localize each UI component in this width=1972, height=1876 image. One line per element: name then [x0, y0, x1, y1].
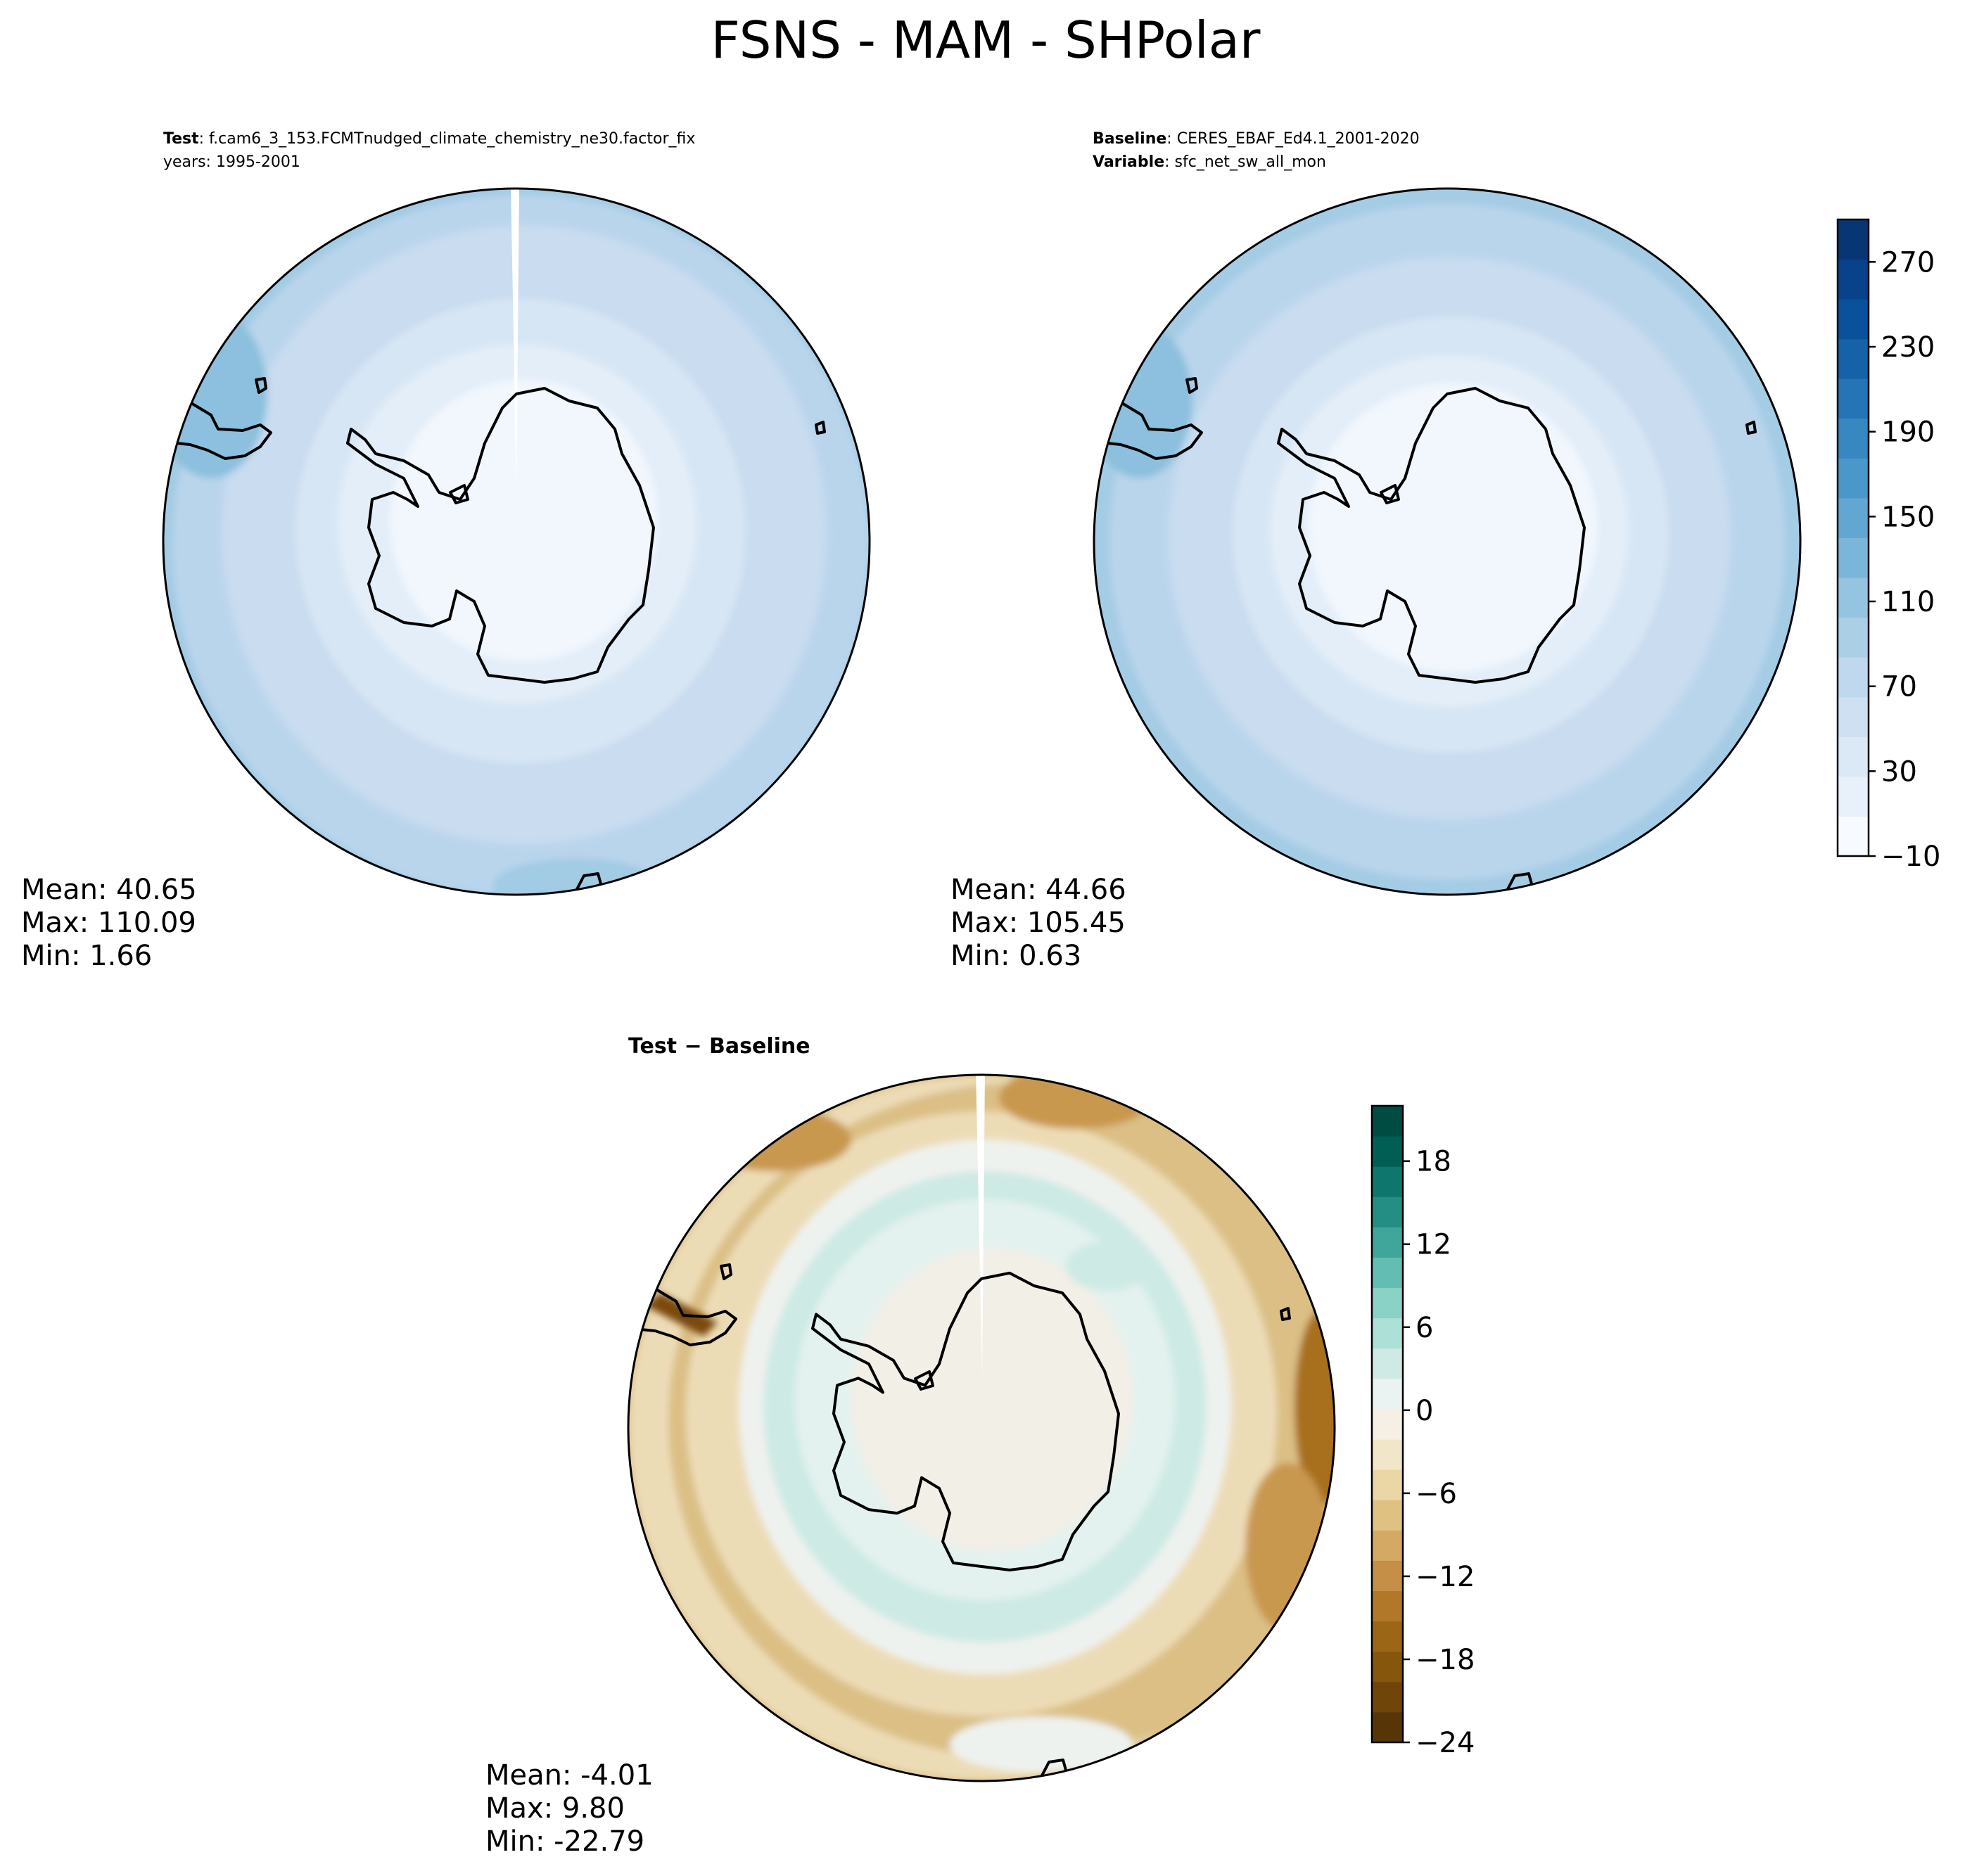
baseline-stats: Mean: 44.66 Max: 105.45 Min: 0.63	[950, 874, 1126, 972]
difference-header: Test − Baseline	[628, 1034, 810, 1059]
test-map	[163, 189, 870, 895]
colorbar-segment	[1372, 1227, 1403, 1258]
test-stats: Mean: 40.65 Max: 110.09 Min: 1.66	[21, 874, 197, 972]
colorbar-segment	[1838, 776, 1869, 817]
colorbar-tick-label: −12	[1416, 1561, 1475, 1593]
baseline-header-line-2: Variable: sfc_net_sw_all_mon	[1093, 153, 1326, 171]
difference-map	[628, 1075, 1335, 1781]
main-colorbar-segments	[1838, 219, 1869, 857]
colorbar-segment	[1372, 1378, 1403, 1410]
main-colorbar: 270 230 190 150 110 70 30 −10	[1836, 218, 1940, 873]
baseline-coastlines	[1099, 377, 1757, 893]
colorbar-tick-label: −6	[1416, 1478, 1457, 1510]
colorbar-segment	[1372, 1469, 1403, 1500]
colorbar-segment	[1372, 1681, 1403, 1713]
test-mean: Mean: 40.65	[21, 874, 197, 906]
colorbar-segment	[1838, 458, 1869, 499]
figure-title: FSNS - MAM - SHPolar	[711, 11, 1261, 70]
colorbar-segment	[1838, 497, 1869, 538]
colorbar-segment	[1838, 537, 1869, 578]
colorbar-segment	[1838, 657, 1869, 698]
colorbar-tick-label: 18	[1416, 1146, 1451, 1178]
colorbar-segment	[1838, 219, 1869, 260]
difference-map-boundary	[627, 1073, 1336, 1782]
colorbar-segment	[1372, 1621, 1403, 1652]
colorbar-segment	[1838, 696, 1869, 737]
baseline-map-boundary	[1093, 187, 1802, 896]
colorbar-segment	[1372, 1439, 1403, 1470]
colorbar-segment	[1372, 1348, 1403, 1379]
colorbar-segment	[1838, 736, 1869, 777]
test-panel: Test: f.cam6_3_153.FCMTnudged_climate_ch…	[21, 130, 871, 972]
colorbar-segment	[1838, 816, 1869, 857]
baseline-min: Min: 0.63	[950, 940, 1081, 972]
baseline-header-line-1: Baseline: CERES_EBAF_Ed4.1_2001-2020	[1093, 130, 1420, 148]
colorbar-segment	[1372, 1317, 1403, 1349]
colorbar-tick-label: 6	[1416, 1312, 1433, 1344]
colorbar-segment	[1372, 1530, 1403, 1561]
colorbar-segment	[1372, 1106, 1403, 1137]
colorbar-segment	[1838, 299, 1869, 340]
difference-mean: Mean: -4.01	[485, 1759, 654, 1792]
colorbar-segment	[1838, 578, 1869, 618]
colorbar-segment	[1372, 1500, 1403, 1531]
baseline-panel: Baseline: CERES_EBAF_Ed4.1_2001-2020 Var…	[950, 130, 1802, 972]
difference-stats: Mean: -4.01 Max: 9.80 Min: -22.79	[485, 1759, 654, 1858]
colorbar-segment	[1372, 1408, 1403, 1440]
colorbar-tick-label: 70	[1881, 671, 1917, 703]
difference-max: Max: 9.80	[485, 1792, 625, 1825]
colorbar-segment	[1372, 1257, 1403, 1289]
colorbar-tick-label: −10	[1881, 841, 1940, 873]
colorbar-segment	[1372, 1711, 1403, 1743]
colorbar-segment	[1838, 378, 1869, 419]
colorbar-segment	[1838, 617, 1869, 658]
colorbar-tick-label: 270	[1881, 246, 1935, 279]
test-coastlines	[168, 377, 826, 893]
colorbar-segment	[1838, 259, 1869, 300]
colorbar-tick-label: 230	[1881, 331, 1935, 364]
colorbar-segment	[1372, 1166, 1403, 1197]
colorbar-segment	[1372, 1197, 1403, 1227]
difference-colorbar-segments	[1372, 1106, 1403, 1743]
colorbar-segment	[1372, 1136, 1403, 1167]
colorbar-tick-label: 30	[1881, 755, 1917, 788]
test-map-boundary	[162, 187, 871, 896]
colorbar-tick-label: 0	[1416, 1395, 1433, 1427]
colorbar-tick-label: 150	[1881, 501, 1935, 533]
colorbar-tick-label: 110	[1881, 586, 1935, 618]
test-header-line-1: Test: f.cam6_3_153.FCMTnudged_climate_ch…	[163, 130, 695, 148]
difference-min: Min: -22.79	[485, 1825, 644, 1858]
difference-colorbar: 18 12 6 0 −6 −12 −18 −24	[1370, 1104, 1475, 1759]
test-min: Min: 1.66	[21, 940, 152, 972]
difference-coastlines	[633, 1263, 1291, 1779]
colorbar-tick-label: 190	[1881, 416, 1935, 449]
colorbar-segment	[1838, 418, 1869, 459]
baseline-map	[1094, 189, 1800, 895]
colorbar-segment	[1372, 1287, 1403, 1319]
test-max: Max: 110.09	[21, 907, 196, 939]
colorbar-segment	[1372, 1560, 1403, 1592]
colorbar-tick-label: −24	[1416, 1727, 1475, 1759]
colorbar-segment	[1838, 338, 1869, 379]
colorbar-segment	[1372, 1651, 1403, 1683]
colorbar-tick-label: −18	[1416, 1644, 1475, 1676]
difference-panel: Test − Baseline	[485, 1034, 1336, 1858]
colorbar-tick-label: 12	[1416, 1229, 1451, 1261]
test-header-line-2: years: 1995-2001	[163, 153, 300, 171]
colorbar-segment	[1372, 1590, 1403, 1622]
baseline-max: Max: 105.45	[950, 907, 1126, 939]
baseline-mean: Mean: 44.66	[950, 874, 1126, 906]
